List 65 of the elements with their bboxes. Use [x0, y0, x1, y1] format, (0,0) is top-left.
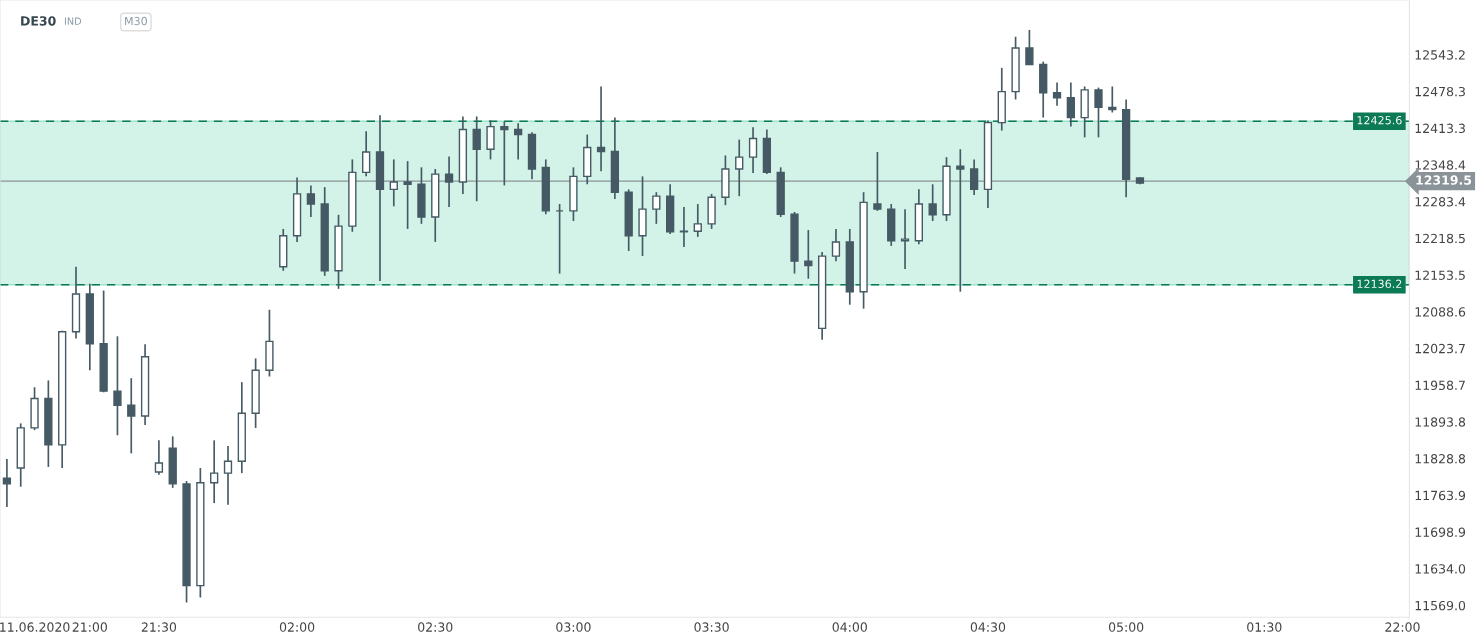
- candlestick: [514, 122, 523, 161]
- candlestick: [486, 119, 495, 161]
- y-tick-label: 11958.7: [1415, 380, 1465, 391]
- candlestick: [1066, 81, 1076, 128]
- candlestick: [596, 85, 606, 173]
- candlestick: [2, 458, 12, 508]
- candlestick: [693, 203, 702, 238]
- y-tick-label: 12543.2: [1415, 50, 1465, 60]
- candlestick: [500, 120, 509, 187]
- candlestick: [154, 439, 164, 476]
- y-tick-label: 12478.3: [1415, 86, 1465, 97]
- x-tick-label: 03:30: [694, 622, 729, 632]
- candlestick: [1052, 81, 1062, 107]
- candlestick: [748, 126, 758, 174]
- candlestick: [956, 148, 965, 293]
- x-tick-label: 05:00: [1108, 622, 1144, 632]
- x-tick-label: 21:00: [72, 622, 107, 632]
- y-tick-label: 12348.4: [1415, 160, 1466, 170]
- y-tick-label: 11569.0: [1415, 600, 1466, 611]
- candlestick: [472, 115, 481, 203]
- y-tick-label: 11828.8: [1415, 454, 1466, 464]
- candlestick: [362, 130, 371, 178]
- y-tick-label: 12218.5: [1415, 233, 1465, 244]
- text: DE30: [21, 16, 56, 26]
- candlestick: [969, 158, 979, 196]
- candlestick: [210, 439, 219, 504]
- candlestick: [223, 445, 233, 506]
- candlestick: [735, 138, 744, 197]
- x-tick-label: 01:30: [1247, 622, 1282, 632]
- candlestick: [444, 155, 454, 208]
- x-tick-label: 02:00: [279, 622, 315, 632]
- x-tick-label: 02:30: [418, 622, 453, 632]
- y-tick-label: 11698.9: [1415, 527, 1466, 537]
- y-tick-label: 12283.4: [1415, 197, 1466, 207]
- x-tick-label: 21:30: [141, 622, 177, 632]
- y-tick-label: 12153.5: [1415, 270, 1465, 280]
- candlestick: [900, 208, 910, 270]
- ref-line-label: 12136.2: [1357, 279, 1402, 289]
- candlestick: [831, 228, 841, 262]
- annotation: IND: [64, 17, 82, 25]
- x-tick-label: 11.06.2020: [0, 622, 70, 632]
- candlestick: [306, 184, 316, 218]
- candlestick: [1094, 86, 1103, 139]
- x-tick-label: 22:00: [1385, 622, 1420, 632]
- y-tick-label: 11634.0: [1415, 564, 1466, 574]
- x-tick-label: 03:00: [556, 622, 591, 632]
- candlestick: [652, 191, 661, 225]
- x-tick-label: 04:30: [970, 622, 1006, 632]
- candlestick: [1025, 29, 1034, 66]
- candlestick: [928, 183, 937, 222]
- x-tick-label: 04:00: [832, 622, 867, 632]
- candlestick: [403, 160, 412, 230]
- ref-line-label: 12319.5: [1416, 175, 1472, 185]
- y-tick-label: 12413.3: [1415, 123, 1465, 134]
- candlestick: [804, 229, 813, 280]
- candlestick: [873, 151, 882, 212]
- annotation: M30: [125, 16, 147, 26]
- y-tick-label: 12023.7: [1415, 343, 1465, 354]
- candlestick: [127, 377, 136, 455]
- y-tick-label: 11893.8: [1415, 417, 1466, 427]
- candlestick: [389, 158, 398, 208]
- ref-line-label: 12425.6: [1357, 116, 1402, 125]
- y-tick-label: 11763.9: [1415, 490, 1466, 501]
- candlestick: [113, 335, 122, 437]
- y-tick-label: 12088.6: [1415, 307, 1466, 317]
